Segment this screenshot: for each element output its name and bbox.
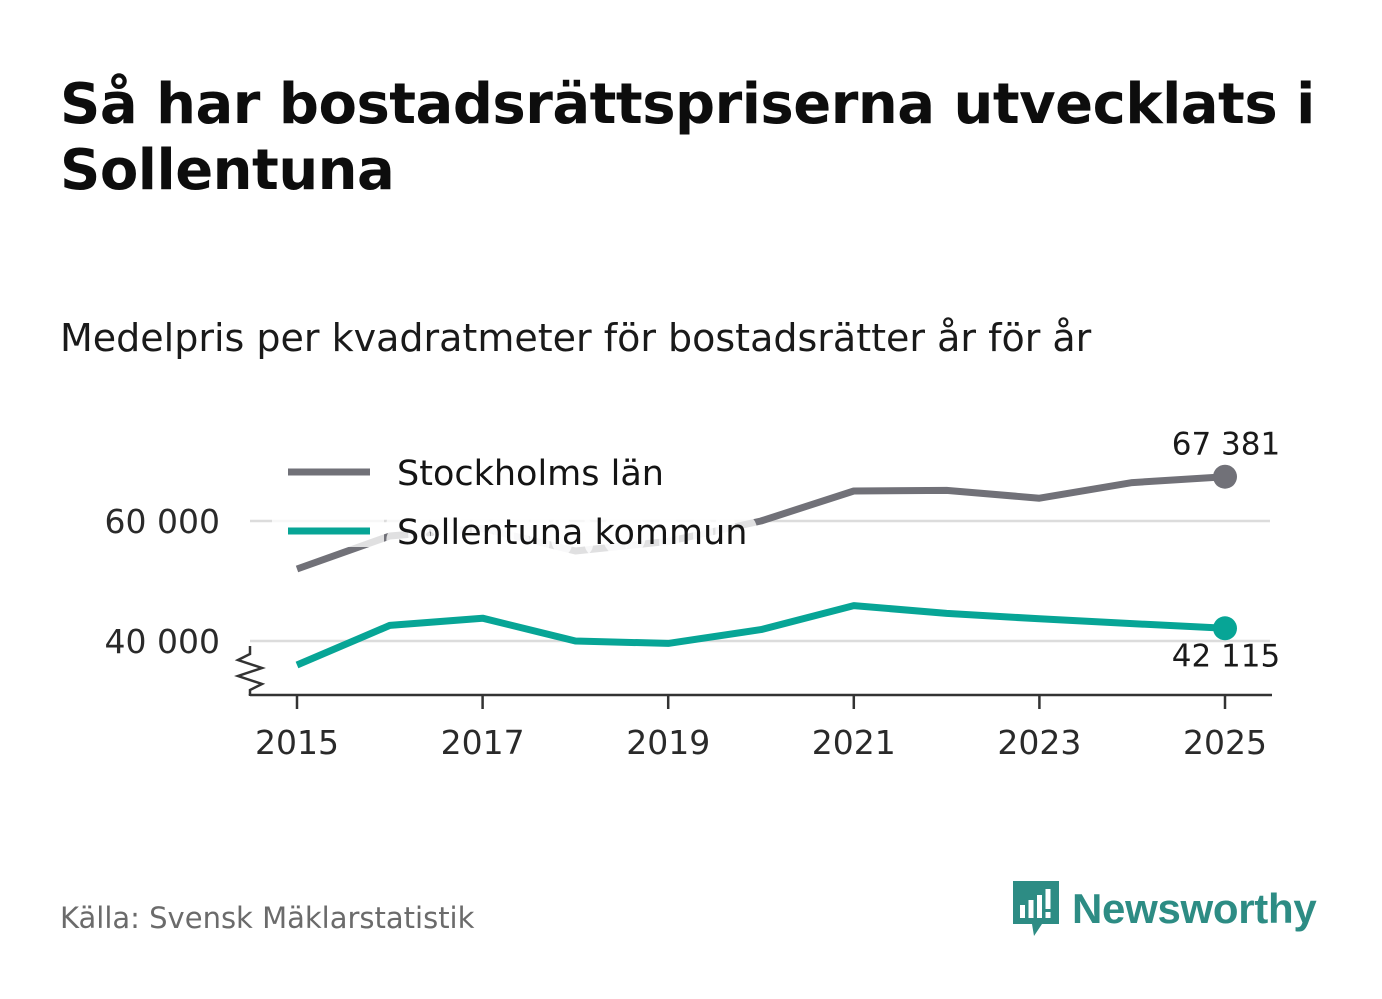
x-tick-label: 2023: [997, 723, 1081, 762]
x-tick-label: 2017: [441, 723, 525, 762]
end-value-label-0: 67 381: [1172, 427, 1280, 463]
end-point-0: [1213, 464, 1237, 489]
x-tick-label: 2019: [626, 723, 710, 762]
legend-label-0: Stockholms län: [397, 454, 664, 494]
y-tick-label: 40 000: [105, 622, 220, 661]
y-tick-label: 60 000: [105, 502, 220, 541]
source-note: Källa: Svensk Mäklarstatistik: [60, 901, 475, 935]
axes: 40 000 60 000 2015 2017 2019 2021 2023 2025: [105, 502, 1272, 762]
newsworthy-logo: Newsworthy: [1010, 876, 1317, 942]
x-tick-label: 2025: [1183, 723, 1267, 762]
chart-title: Så har bostadsrättspriserna utvecklats i…: [60, 72, 1315, 203]
data-labels: 67 381 42 115: [1172, 427, 1280, 675]
legend-label-1: Sollentuna kommun: [397, 513, 747, 553]
series-lines: [295, 464, 1237, 669]
series-line-1: [295, 602, 1226, 669]
end-value-label-1: 42 115: [1172, 638, 1280, 674]
x-tick-label: 2015: [255, 723, 339, 762]
axis-break-icon: [234, 646, 266, 695]
brand-name: Newsworthy: [1072, 885, 1317, 932]
newsworthy-logo-icon: [1013, 881, 1059, 936]
x-tick-label: 2021: [812, 723, 896, 762]
chart-subtitle: Medelpris per kvadratmeter för bostadsrä…: [60, 316, 1092, 360]
end-point-1: [1213, 616, 1237, 641]
